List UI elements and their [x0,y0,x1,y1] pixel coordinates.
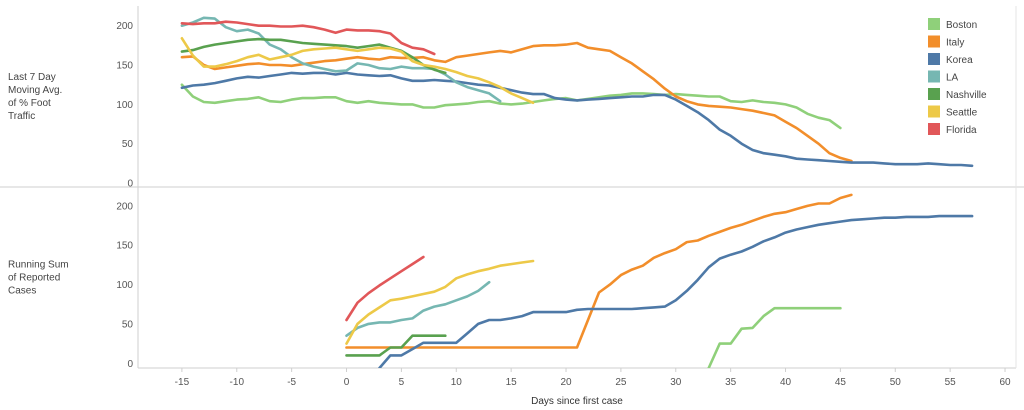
y-tick-label: 200 [116,21,133,32]
series-lines [180,16,974,368]
x-tick-label: 0 [344,377,350,388]
x-tick-label: -15 [175,377,190,388]
y-tick-label: 150 [116,61,133,72]
x-axis-ticks: -15 -10 -5 0 5 10 15 20 25 30 35 40 45 50 55 60 [175,368,1011,388]
legend-swatch-korea [928,53,940,65]
y-tick-label: 50 [122,319,134,330]
y-axis-title-line: Running Sum [8,260,69,271]
x-tick-label: 10 [451,377,463,388]
legend-label-nashville: Nashville [946,90,987,101]
plot-frame [0,6,1024,369]
legend: Boston Italy Korea LA Nashville Seattle Florid… [928,18,987,136]
x-tick-label: 25 [615,377,627,388]
series-line-florida-panel-2 [345,255,425,322]
x-tick-label: 30 [670,377,682,388]
y-axis-title-line: of % Foot [8,98,51,109]
series-line-korea-panel-2 [378,214,974,368]
legend-label-florida: Florida [946,125,977,136]
legend-swatch-seattle [928,105,940,118]
series-line-boston-panel-1 [180,83,842,130]
legend-label-la: LA [946,73,959,84]
series-line-italy-panel-1 [180,41,853,163]
x-tick-label: -5 [287,377,296,388]
x-tick-label: 60 [999,377,1011,388]
y-axis-title-line: of Reported [8,273,60,284]
x-tick-label: 50 [890,377,902,388]
series-line-boston-panel-2 [707,306,842,368]
legend-label-italy: Italy [946,38,964,49]
y-axis-title-line: Cases [8,286,36,297]
series-line-florida-panel-1 [180,20,436,56]
y-tick-label: 50 [122,139,134,150]
x-tick-label: 40 [780,377,792,388]
series-line-la-panel-1 [180,16,502,103]
legend-label-korea: Korea [946,55,973,66]
legend-swatch-boston [928,18,940,30]
y-axis-title-line: Moving Avg. [8,85,62,96]
x-tick-label: 15 [506,377,518,388]
x-tick-label: 45 [835,377,847,388]
y-tick-label: 0 [127,359,133,370]
y-axis-ticks: 0 50 100 150 200 0 50 100 150 200 [116,21,133,370]
y-axis-title-line: Traffic [8,111,35,122]
y-tick-label: 200 [116,201,133,212]
y-tick-label: 0 [127,179,133,190]
legend-label-seattle: Seattle [946,108,978,119]
series-line-seattle-panel-1 [180,37,535,105]
y-tick-label: 100 [116,280,133,291]
legend-swatch-florida [928,123,940,135]
y-tick-label: 150 [116,241,133,252]
legend-swatch-la [928,70,940,83]
x-tick-label: -10 [230,377,245,388]
y-axis-title-line: Last 7 Day [8,72,56,83]
x-tick-label: 20 [560,377,572,388]
x-tick-label: 5 [399,377,405,388]
series-line-la-panel-2 [345,280,491,337]
y-axis-titles: Last 7 Day Moving Avg. of % Foot Traffic Run… [8,72,69,297]
x-tick-label: 55 [945,377,957,388]
series-line-italy-panel-2 [345,193,853,349]
x-axis-title: Days since first case [531,396,623,407]
y-tick-label: 100 [116,100,133,111]
legend-label-boston: Boston [946,20,977,31]
series-line-korea-panel-1 [180,71,974,168]
series-line-nashville-panel-2 [345,334,447,357]
series-line-seattle-panel-2 [345,259,535,345]
legend-swatch-nashville [928,88,940,100]
x-tick-label: 35 [725,377,737,388]
legend-swatch-italy [928,35,940,48]
